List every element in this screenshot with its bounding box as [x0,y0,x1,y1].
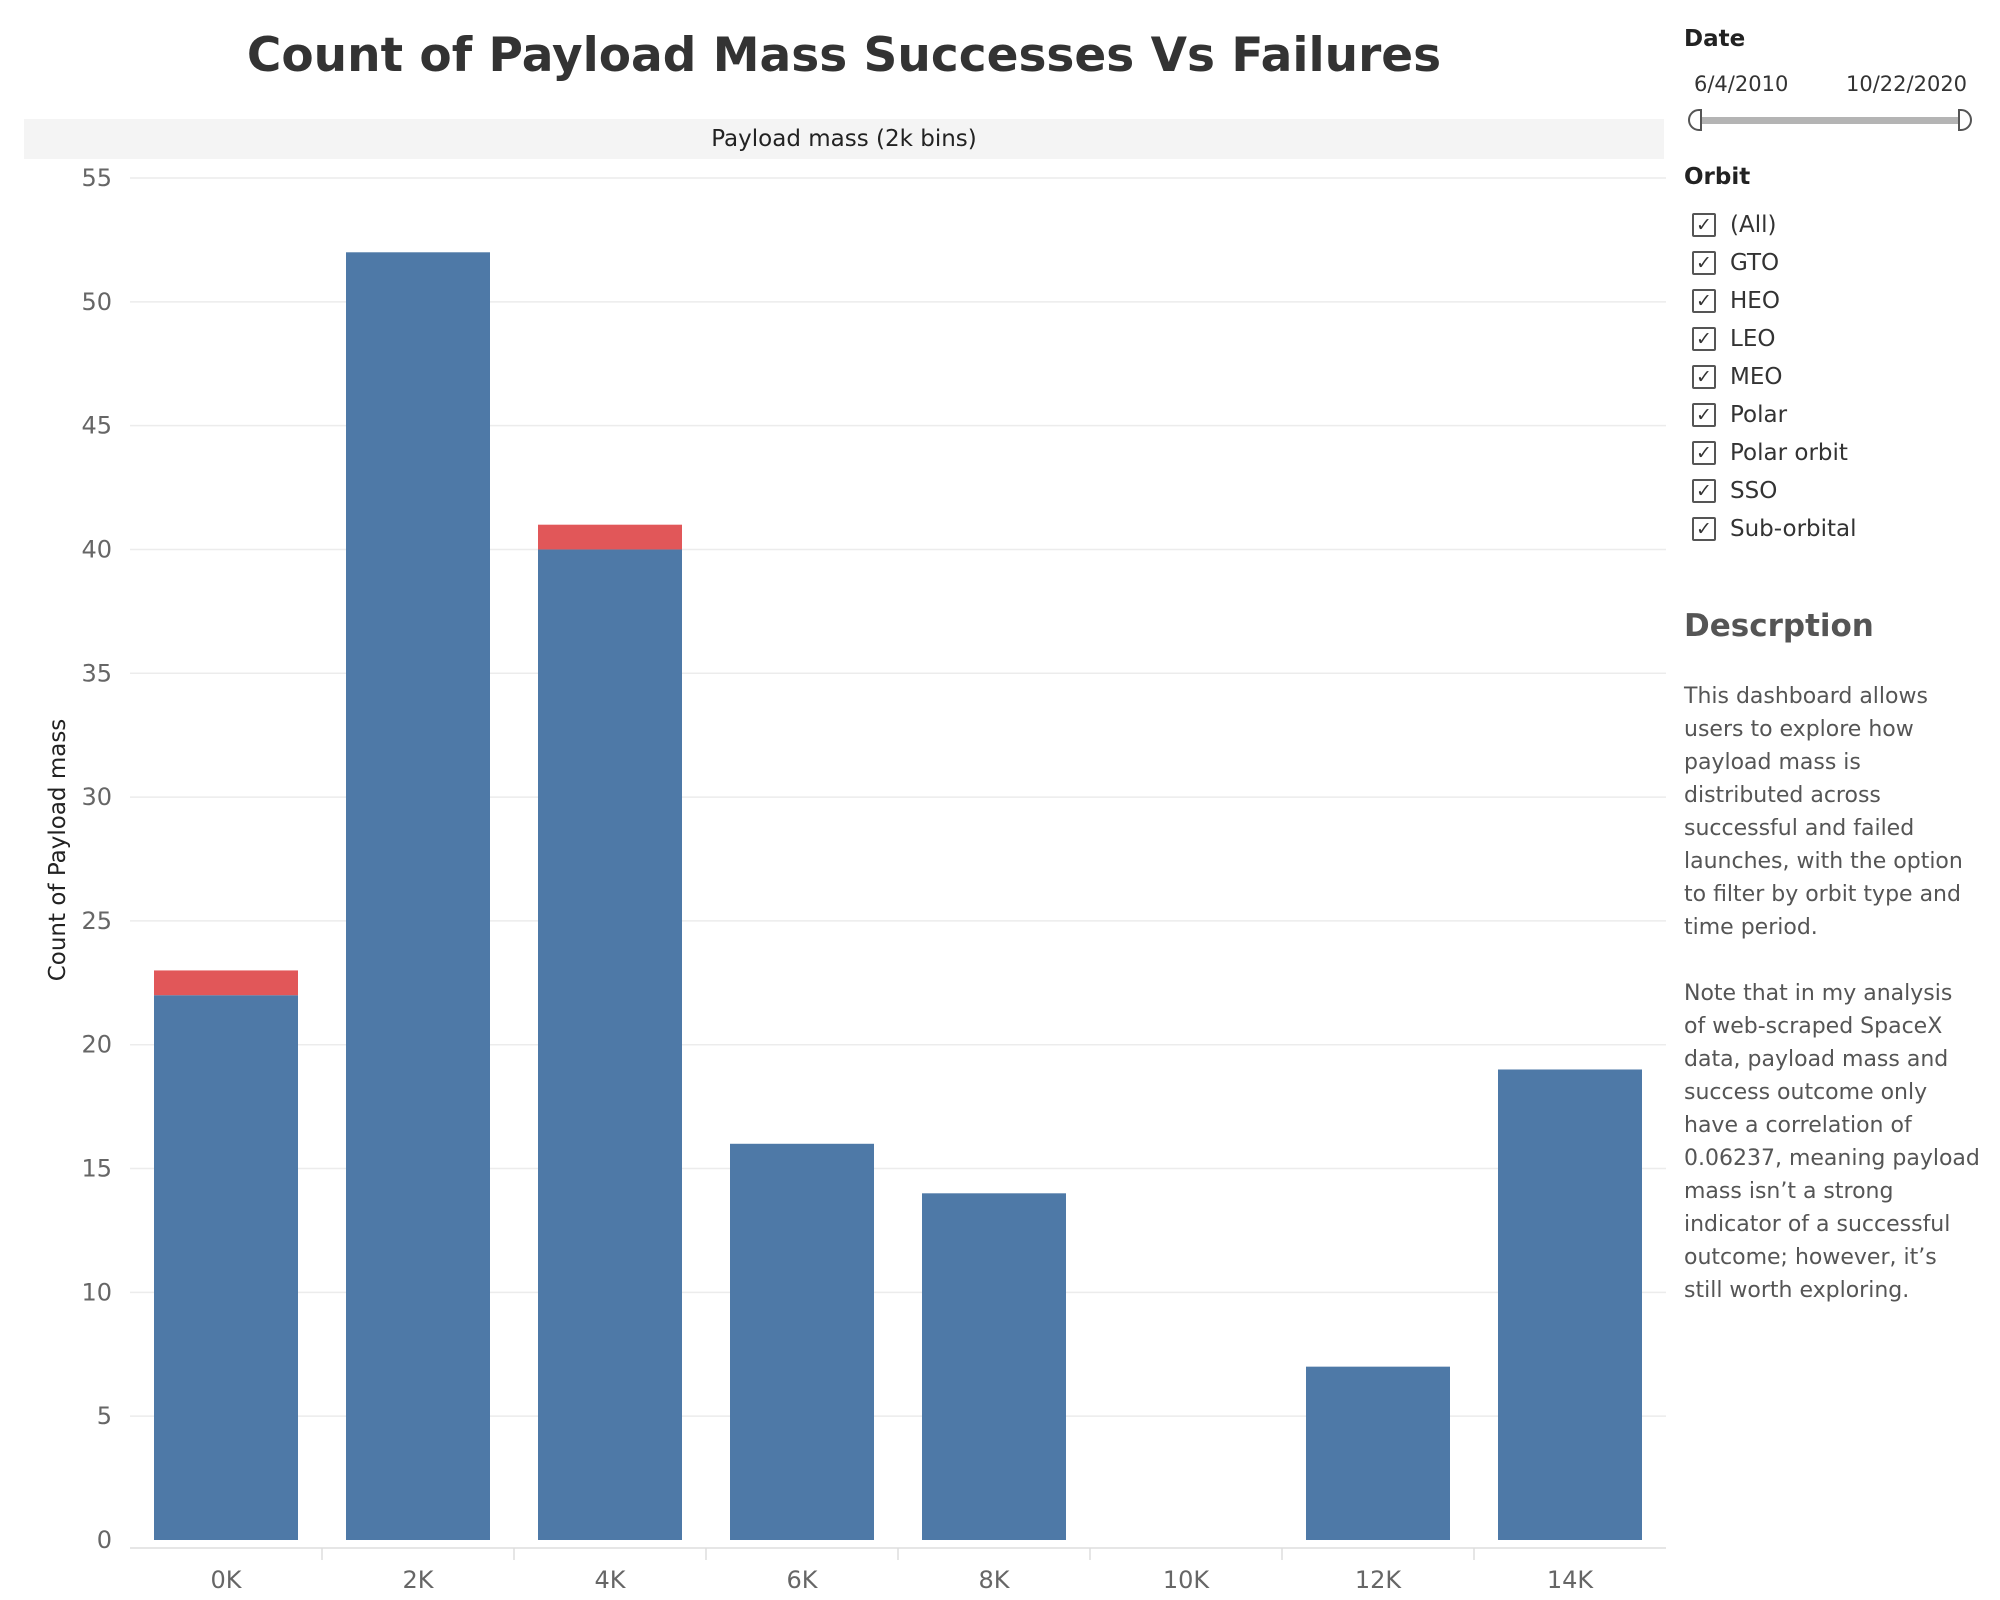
orbit-filter-item[interactable]: ✓ LEO [1692,320,1857,358]
orbit-filter-label: SSO [1730,478,1778,504]
x-tick-label: 10K [1163,1566,1211,1594]
orbit-filter-label: LEO [1730,326,1776,352]
orbit-filter-label: Polar [1730,402,1788,428]
orbit-filter-item[interactable]: ✓ GTO [1692,244,1857,282]
orbit-filter-title: Orbit [1684,164,1751,190]
date-slider-min-handle[interactable] [1688,109,1702,131]
bar-success[interactable] [922,1193,1066,1540]
y-tick-label: 15 [81,1155,112,1183]
y-tick-label: 0 [97,1526,112,1554]
date-slider-track[interactable] [1695,117,1965,124]
bar-success[interactable] [538,549,682,1540]
description-title: Descrption [1684,608,1874,644]
y-tick-label: 55 [81,164,112,192]
y-tick-label: 45 [81,412,112,440]
bar-failure[interactable] [538,524,682,550]
date-slider-max-handle[interactable] [1958,109,1972,131]
orbit-filter-label: Polar orbit [1730,440,1848,466]
checkbox-checked-icon[interactable]: ✓ [1692,479,1716,503]
checkbox-checked-icon[interactable]: ✓ [1692,213,1716,237]
bar-success[interactable] [730,1143,874,1540]
orbit-filter-label: GTO [1730,250,1780,276]
date-min-label: 6/4/2010 [1694,72,1789,96]
date-max-label: 10/22/2020 [1846,72,1968,96]
orbit-filter-item[interactable]: ✓ Sub-orbital [1692,510,1857,548]
orbit-filter-item[interactable]: ✓ MEO [1692,358,1857,396]
y-tick-label: 50 [81,288,112,316]
checkbox-checked-icon[interactable]: ✓ [1692,289,1716,313]
bar-success[interactable] [1306,1366,1450,1540]
bar-failure[interactable] [154,970,298,996]
orbit-filter-label: MEO [1730,364,1783,390]
description-paragraph: This dashboard allows users to explore h… [1684,684,1963,940]
checkbox-checked-icon[interactable]: ✓ [1692,403,1716,427]
checkbox-checked-icon[interactable]: ✓ [1692,517,1716,541]
y-tick-label: 40 [81,535,112,563]
bar-success[interactable] [1498,1069,1642,1540]
orbit-filter-item[interactable]: ✓ (All) [1692,206,1857,244]
orbit-filter-label: (All) [1730,212,1777,238]
x-tick-label: 0K [210,1566,242,1594]
x-axis-header: Payload mass (2k bins) [24,119,1664,159]
x-tick-label: 8K [978,1566,1010,1594]
description-body: This dashboard allows users to explore h… [1684,680,1980,1340]
checkbox-checked-icon[interactable]: ✓ [1692,251,1716,275]
description-paragraph: Note that in my analysis of web-scraped … [1684,981,1980,1303]
orbit-filter-item[interactable]: ✓ HEO [1692,282,1857,320]
y-tick-label: 30 [81,783,112,811]
y-tick-label: 5 [97,1402,112,1430]
y-tick-label: 35 [81,659,112,687]
checkbox-checked-icon[interactable]: ✓ [1692,365,1716,389]
y-tick-label: 20 [81,1031,112,1059]
x-tick-label: 14K [1547,1566,1595,1594]
orbit-filter-item[interactable]: ✓ Polar [1692,396,1857,434]
checkbox-checked-icon[interactable]: ✓ [1692,327,1716,351]
x-tick-label: 4K [594,1566,626,1594]
x-tick-label: 12K [1355,1566,1403,1594]
bar-success[interactable] [154,995,298,1540]
orbit-filter-label: HEO [1730,288,1780,314]
orbit-filter-list: ✓ (All) ✓ GTO ✓ HEO ✓ LEO ✓ MEO ✓ Polar ✓ Polar orbit… [1692,206,1857,548]
bar-chart: 0 5 10 15 20 25 30 35 40 45 50 55 Count of Payload m… [45,164,1666,1594]
y-tick-label: 10 [81,1278,112,1306]
orbit-filter-item[interactable]: ✓ SSO [1692,472,1857,510]
y-tick-label: 25 [81,907,112,935]
y-axis-title: Count of Payload mass [45,719,71,982]
x-tick-label: 2K [402,1566,434,1594]
x-tick-label: 6K [786,1566,818,1594]
orbit-filter-label: Sub-orbital [1730,516,1857,542]
chart-title: Count of Payload Mass Successes Vs Failu… [246,28,1442,83]
bar-success[interactable] [346,252,490,1541]
checkbox-checked-icon[interactable]: ✓ [1692,441,1716,465]
date-filter-title: Date [1684,26,1746,52]
orbit-filter-item[interactable]: ✓ Polar orbit [1692,434,1857,472]
